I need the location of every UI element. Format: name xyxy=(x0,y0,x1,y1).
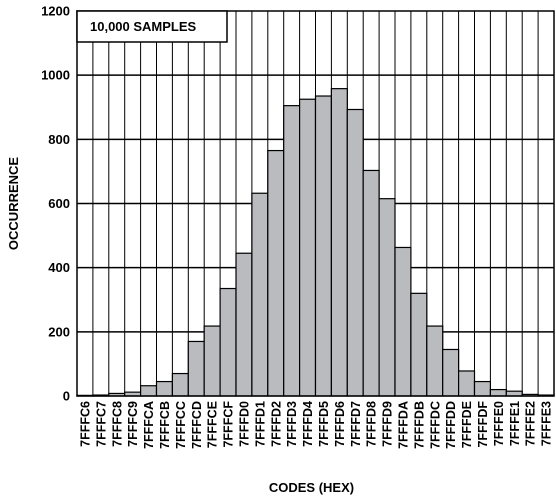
bar-7fffd5 xyxy=(314,95,332,397)
x-tick-label: 7FFFE1 xyxy=(508,401,522,446)
x-tick-label: 7FFFDB xyxy=(412,401,426,449)
y-axis-title: OCCURRENCE xyxy=(6,157,21,251)
y-tick-label: 0 xyxy=(63,389,70,404)
bar-7fffd0 xyxy=(235,252,253,397)
x-tick-label: 7FFFD7 xyxy=(349,401,363,447)
x-tick-label: 7FFFDC xyxy=(428,401,442,449)
x-tick-label: 7FFFCA xyxy=(142,401,156,449)
x-tick-label: 7FFFD4 xyxy=(301,401,315,447)
x-tick-label: 7FFFD0 xyxy=(237,401,251,447)
x-tick-label: 7FFFDD xyxy=(444,401,458,449)
x-tick-label: 7FFFD6 xyxy=(333,401,347,447)
x-tick-label: 7FFFDE xyxy=(460,401,474,448)
x-tick-label: 7FFFCD xyxy=(190,401,204,449)
bar-7fffd1 xyxy=(251,192,269,397)
y-tick-label: 1200 xyxy=(41,4,70,19)
x-tick-label: 7FFFC6 xyxy=(78,401,92,447)
y-axis-ticks: 0 200 400 600 800 1000 1200 xyxy=(41,4,70,404)
x-tick-label: 7FFFD8 xyxy=(365,401,379,447)
bar-7fffd6 xyxy=(330,88,348,397)
x-axis-ticks: 7FFFC6 7FFFC7 7FFFC8 7FFFC9 7FFFCA 7FFFCB 7FFF… xyxy=(78,401,553,449)
bar-7fffce xyxy=(203,325,221,397)
bar-7fffd4 xyxy=(299,98,317,397)
x-tick-label: 7FFFE2 xyxy=(524,401,538,446)
bar-7fffcb xyxy=(155,380,173,397)
x-tick-label: 7FFFD5 xyxy=(317,401,331,447)
bar-7fffca xyxy=(140,385,158,397)
bars xyxy=(76,88,555,397)
bar-7fffde xyxy=(458,370,476,397)
plot-frame xyxy=(76,10,555,397)
bar-7fffdd xyxy=(442,348,460,397)
x-tick-label: 7FFFCE xyxy=(206,401,220,448)
y-tick-label: 600 xyxy=(48,196,70,211)
y-tick-label: 400 xyxy=(48,260,70,275)
x-tick-label: 7FFFCF xyxy=(222,401,236,448)
bar-7fffd7 xyxy=(346,108,364,397)
x-tick-label: 7FFFD1 xyxy=(253,401,267,447)
x-tick-label: 7FFFC8 xyxy=(110,401,124,447)
x-tick-label: 7FFFD3 xyxy=(285,401,299,447)
x-tick-label: 7FFFCB xyxy=(158,401,172,449)
x-tick-label: 7FFFD2 xyxy=(269,401,283,447)
bar-7fffdb xyxy=(410,292,428,397)
x-tick-label: 7FFFD9 xyxy=(381,401,395,447)
y-tick-label: 200 xyxy=(48,324,70,339)
x-tick-label: 7FFFC7 xyxy=(94,401,108,447)
annotation-text: 10,000 SAMPLES xyxy=(90,19,197,34)
x-axis-title: CODES (HEX) xyxy=(269,480,354,495)
bar-7fffdf xyxy=(473,380,491,397)
bar-7fffcf xyxy=(219,287,237,397)
bar-7fffd9 xyxy=(378,198,396,397)
x-tick-label: 7FFFE3 xyxy=(540,401,554,446)
x-tick-label: 7FFFE0 xyxy=(492,401,506,446)
bar-7fffd2 xyxy=(267,149,285,397)
bar-7fffdc xyxy=(426,325,444,397)
y-tick-label: 1000 xyxy=(41,68,70,83)
y-tick-label: 800 xyxy=(48,132,70,147)
bar-7fffcd xyxy=(187,340,205,397)
x-tick-label: 7FFFC9 xyxy=(126,401,140,447)
x-tick-label: 7FFFDA xyxy=(396,401,410,449)
bar-7fffd8 xyxy=(362,169,380,397)
bar-7fffe0 xyxy=(489,388,507,397)
bar-7fffcc xyxy=(171,372,189,397)
bar-7fffda xyxy=(394,246,412,397)
x-tick-label: 7FFFDF xyxy=(476,401,490,448)
x-tick-label: 7FFFCC xyxy=(174,401,188,449)
annotation-box xyxy=(76,10,228,43)
bar-7fffd3 xyxy=(283,105,301,397)
